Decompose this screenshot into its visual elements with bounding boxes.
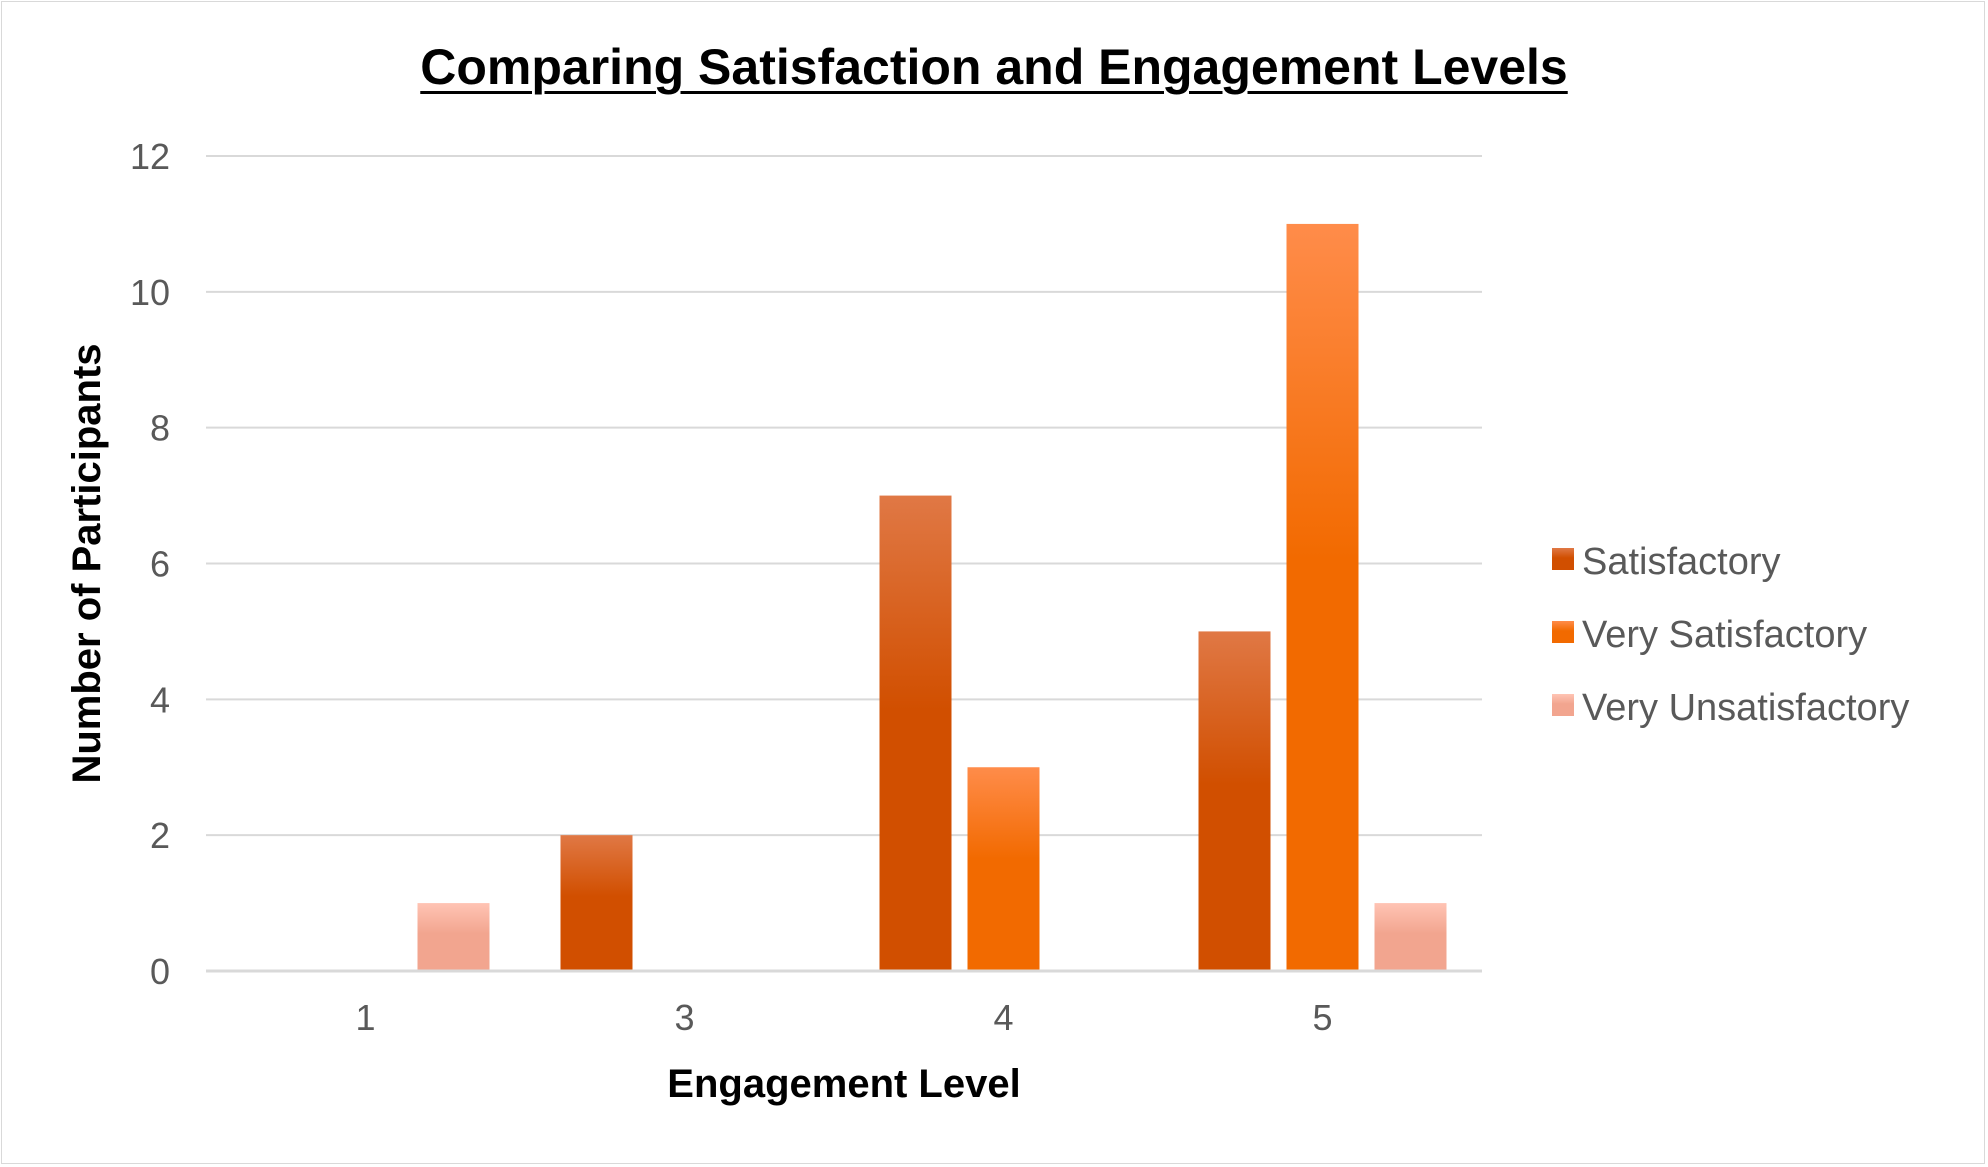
legend-swatch	[1552, 694, 1574, 716]
legend-swatch	[1552, 548, 1574, 570]
x-tick-label: 1	[355, 997, 375, 1038]
bar-satisfactory-5	[1198, 631, 1271, 971]
chart-title: Comparing Satisfaction and Engagement Le…	[420, 39, 1568, 95]
bar-very-satisfactory-4	[967, 767, 1040, 971]
legend-label: Very Satisfactory	[1582, 614, 1867, 656]
bar-very-unsatisfactory-1	[417, 903, 490, 971]
bar-very-unsatisfactory-5	[1374, 903, 1447, 971]
bars	[417, 223, 1447, 971]
y-tick-label: 8	[150, 408, 170, 449]
legend-label: Satisfactory	[1582, 541, 1781, 583]
x-tick-label: 4	[993, 997, 1013, 1038]
x-tick-label: 5	[1312, 997, 1332, 1038]
gridlines	[206, 155, 1482, 837]
bar-very-satisfactory-5	[1286, 223, 1359, 971]
x-axis-title: Engagement Level	[667, 1062, 1020, 1106]
y-axis-title: Number of Participants	[65, 343, 109, 783]
y-tick-label: 0	[150, 951, 170, 992]
y-tick-label: 10	[130, 272, 170, 313]
y-tick-labels: 0 2 4 6 8 10 12	[130, 136, 170, 992]
legend-label: Very Unsatisfactory	[1582, 687, 1909, 729]
legend: Satisfactory Very Satisfactory Very Unsati…	[1552, 541, 1909, 729]
bar-satisfactory-3	[560, 835, 633, 971]
y-tick-label: 4	[150, 679, 170, 720]
x-tick-label: 3	[674, 997, 694, 1038]
y-tick-label: 6	[150, 544, 170, 585]
y-tick-label: 2	[150, 815, 170, 856]
y-tick-label: 12	[130, 136, 170, 177]
bar-satisfactory-4	[879, 495, 952, 971]
x-tick-labels: 1 3 4 5	[355, 997, 1332, 1038]
legend-swatch	[1552, 621, 1574, 643]
